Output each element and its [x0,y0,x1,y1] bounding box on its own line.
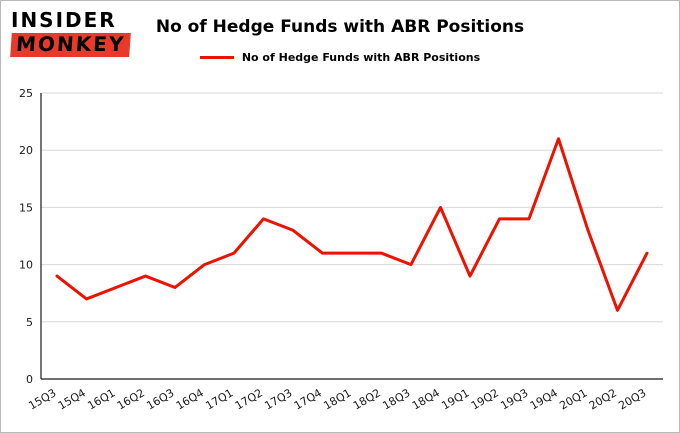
y-tick-label: 0 [26,373,33,386]
y-tick-label: 20 [19,144,33,157]
x-tick-label: 19Q3 [498,386,530,412]
x-tick-label: 19Q2 [469,386,501,412]
x-tick-label: 16Q1 [85,386,117,412]
x-tick-label: 20Q2 [587,386,619,412]
x-tick-label: 15Q3 [26,386,58,412]
y-tick-label: 25 [19,87,33,100]
x-tick-label: 19Q4 [528,386,560,412]
y-tick-label: 5 [26,316,33,329]
chart-header: INSIDER MONKEY No of Hedge Funds with AB… [1,1,679,87]
x-tick-label: 18Q3 [380,386,412,412]
x-tick-label: 16Q2 [115,386,147,412]
x-tick-label: 19Q1 [439,386,471,412]
legend-line-swatch [199,56,234,59]
insider-monkey-logo: INSIDER MONKEY [10,8,132,57]
x-tick-label: 16Q3 [144,386,176,412]
y-tick-label: 10 [19,259,33,272]
logo-text-insider: INSIDER [11,8,117,32]
x-tick-label: 17Q2 [233,386,265,412]
data-line-series [55,137,649,312]
x-tick-label: 15Q4 [56,386,88,412]
x-tick-label: 17Q3 [262,386,294,412]
x-tick-label: 18Q4 [410,386,442,412]
line-chart: 051015202515Q315Q416Q116Q216Q316Q417Q117… [19,87,663,412]
x-tick-label: 17Q1 [203,386,235,412]
x-tick-label: 20Q3 [616,386,648,412]
legend: No of Hedge Funds with ABR Positions [199,51,481,64]
x-tick-label: 16Q4 [174,386,206,412]
x-tick-label: 18Q1 [321,386,353,412]
logo-text-monkey: MONKEY [10,32,132,57]
x-tick-label: 20Q1 [557,386,589,412]
legend-label: No of Hedge Funds with ABR Positions [241,51,481,64]
x-tick-label: 17Q4 [292,386,324,412]
y-tick-label: 15 [19,201,33,214]
x-tick-label: 18Q2 [351,386,383,412]
